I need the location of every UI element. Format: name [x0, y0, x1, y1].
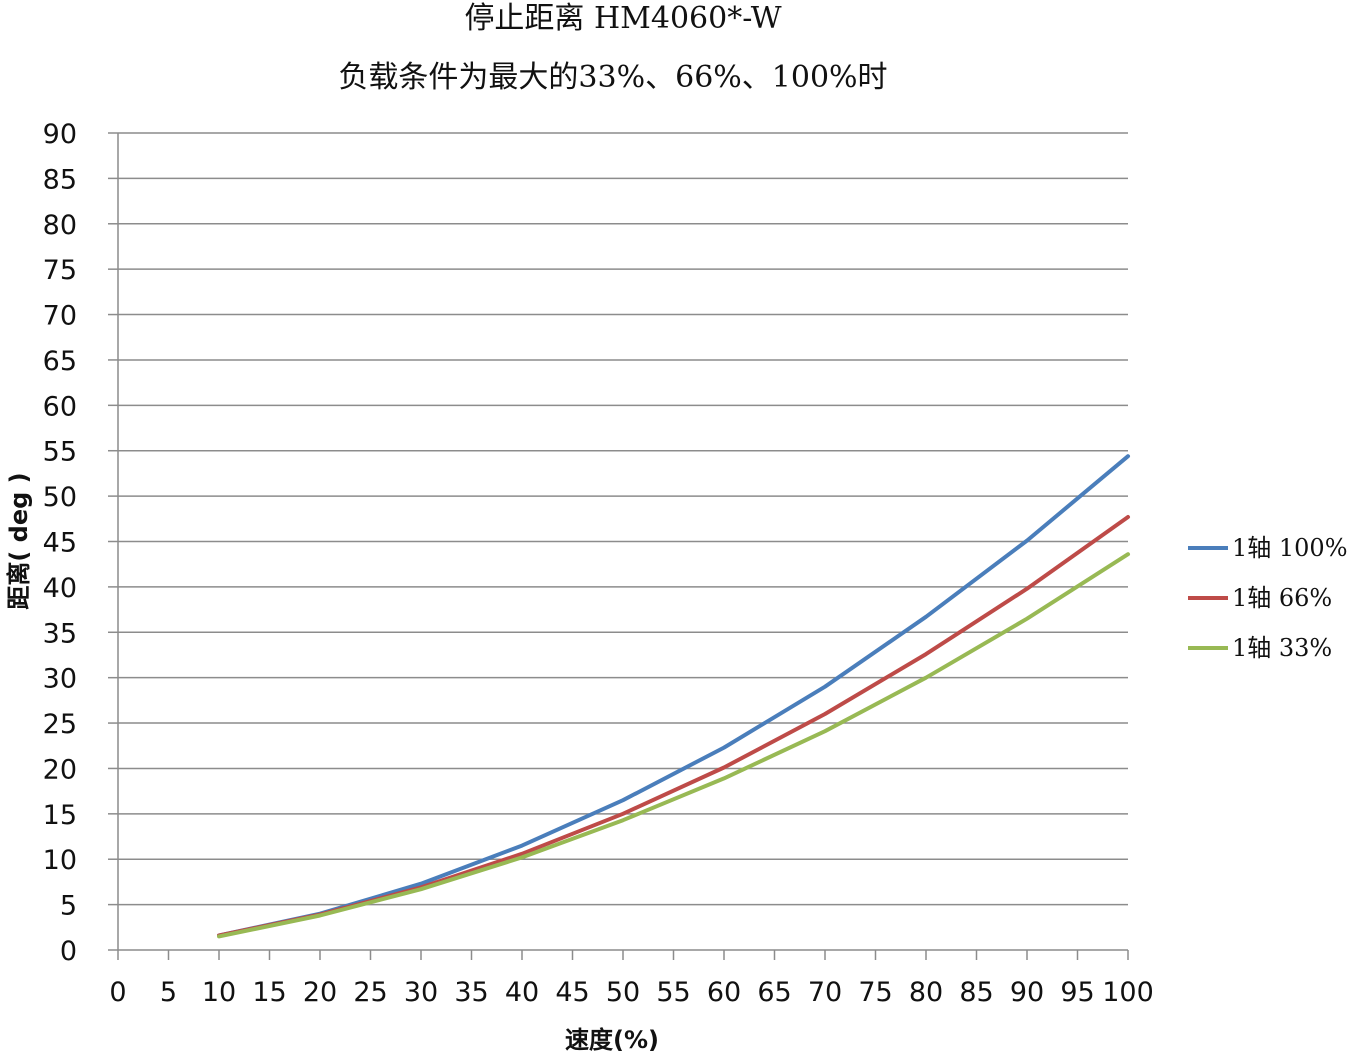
- x-tick-label: 75: [858, 977, 892, 1008]
- series-line: [217, 454, 1130, 938]
- y-tick-label: 85: [43, 164, 77, 195]
- x-tick-labels: 0 5 10 15 20 25 30 35 40 45 50 55 60 65 70 75 80 85 90 95 10…: [109, 977, 1153, 1008]
- x-tick-label: 20: [303, 977, 337, 1008]
- axes: [117, 133, 1129, 960]
- y-tick-label: 55: [43, 437, 77, 468]
- x-tick-label: 55: [656, 977, 690, 1008]
- y-tick-label: 20: [43, 754, 77, 785]
- x-tick-label: 50: [606, 977, 640, 1008]
- x-tick-label: 10: [202, 977, 236, 1008]
- x-tick-label: 65: [757, 977, 791, 1008]
- y-tick-label: 50: [43, 482, 77, 513]
- y-tick-label: 90: [43, 119, 77, 150]
- x-tick-label: 5: [160, 977, 177, 1008]
- legend-label: 1轴 100%: [1232, 534, 1348, 562]
- series-lines: [217, 454, 1130, 939]
- grid-lines: [108, 132, 1128, 951]
- y-tick-label: 0: [60, 936, 77, 967]
- x-tick-label: 25: [353, 977, 387, 1008]
- y-tick-label: 45: [43, 528, 77, 559]
- x-tick-label: 70: [808, 977, 842, 1008]
- legend-label: 1轴 66%: [1232, 584, 1332, 612]
- series-line: [217, 515, 1130, 938]
- y-tick-label: 5: [60, 891, 77, 922]
- y-tick-label: 35: [43, 618, 77, 649]
- y-tick-label: 25: [43, 709, 77, 740]
- x-tick-label: 15: [252, 977, 286, 1008]
- x-tick-label: 95: [1060, 977, 1094, 1008]
- y-axis-label: 距离( deg ): [5, 472, 33, 609]
- y-tick-label: 60: [43, 391, 77, 422]
- x-axis-label: 速度(%): [565, 1026, 659, 1054]
- x-tick-label: 40: [505, 977, 539, 1008]
- x-tick-label: 85: [959, 977, 993, 1008]
- chart-title: 停止距离 HM4060*-W: [464, 1, 781, 36]
- x-tick-label: 0: [109, 977, 126, 1008]
- legend-label: 1轴 33%: [1232, 634, 1332, 662]
- y-tick-label: 75: [43, 255, 77, 286]
- x-tick-label: 60: [707, 977, 741, 1008]
- legend: 1轴 100% 1轴 66% 1轴 33%: [1188, 534, 1348, 662]
- y-tick-label: 65: [43, 346, 77, 377]
- x-tick-label: 45: [555, 977, 589, 1008]
- y-tick-label: 15: [43, 800, 77, 831]
- x-tick-label: 100: [1102, 977, 1154, 1008]
- y-tick-label: 80: [43, 210, 77, 241]
- y-tick-label: 70: [43, 301, 77, 332]
- y-tick-label: 10: [43, 845, 77, 876]
- x-tick-label: 30: [404, 977, 438, 1008]
- x-tick-label: 80: [909, 977, 943, 1008]
- y-tick-label: 40: [43, 573, 77, 604]
- chart-subtitle: 负载条件为最大的33%、66%、100%时: [338, 60, 887, 95]
- y-tick-labels: 0 5 10 15 20 25 30 35 40 45 50 55 60 65 70 75 80 85 90: [43, 119, 77, 967]
- x-tick-label: 90: [1010, 977, 1044, 1008]
- x-tick-label: 35: [454, 977, 488, 1008]
- series-line: [217, 552, 1130, 939]
- y-tick-label: 30: [43, 664, 77, 695]
